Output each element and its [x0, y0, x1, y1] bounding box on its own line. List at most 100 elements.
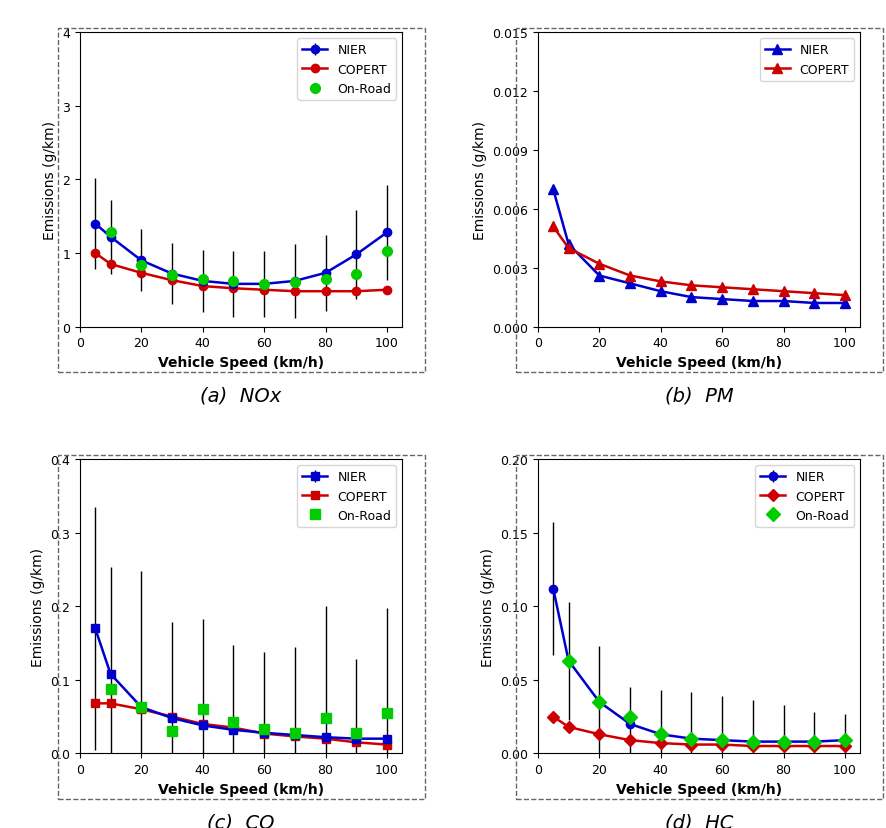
- COPERT: [89, 248, 100, 258]
- COPERT: [136, 705, 146, 715]
- On-Road: [594, 697, 604, 707]
- Y-axis label: Emissions (g/km): Emissions (g/km): [472, 121, 486, 239]
- On-Road: [351, 269, 361, 279]
- NIER: [808, 299, 819, 309]
- COPERT: [716, 283, 727, 293]
- X-axis label: Vehicle Speed (km/h): Vehicle Speed (km/h): [616, 782, 781, 796]
- COPERT: [320, 734, 330, 744]
- Legend: NIER, COPERT, On-Road: NIER, COPERT, On-Road: [754, 465, 853, 527]
- COPERT: [655, 277, 665, 287]
- NIER: [594, 272, 604, 282]
- COPERT: [686, 281, 696, 291]
- COPERT: [839, 741, 850, 751]
- On-Road: [320, 275, 330, 285]
- Line: COPERT: COPERT: [548, 713, 848, 750]
- On-Road: [381, 708, 392, 718]
- NIER: [655, 286, 665, 296]
- COPERT: [289, 732, 299, 742]
- On-Road: [228, 718, 238, 728]
- COPERT: [808, 289, 819, 299]
- Line: On-Road: On-Road: [563, 656, 849, 747]
- COPERT: [289, 286, 299, 296]
- Text: (c)  CO: (c) CO: [207, 812, 275, 828]
- COPERT: [167, 712, 177, 722]
- Text: (b)  PM: (b) PM: [664, 386, 733, 405]
- On-Road: [289, 728, 299, 738]
- On-Road: [351, 728, 361, 738]
- COPERT: [594, 259, 604, 269]
- COPERT: [381, 286, 392, 296]
- On-Road: [228, 277, 238, 286]
- X-axis label: Vehicle Speed (km/h): Vehicle Speed (km/h): [616, 355, 781, 369]
- On-Road: [167, 271, 177, 281]
- COPERT: [777, 741, 788, 751]
- On-Road: [259, 724, 269, 734]
- X-axis label: Vehicle Speed (km/h): Vehicle Speed (km/h): [158, 355, 323, 369]
- COPERT: [228, 723, 238, 733]
- COPERT: [351, 286, 361, 296]
- NIER: [563, 240, 573, 250]
- On-Road: [136, 702, 146, 712]
- On-Road: [716, 735, 727, 745]
- COPERT: [594, 729, 604, 739]
- COPERT: [105, 699, 116, 709]
- COPERT: [259, 286, 269, 296]
- Line: On-Road: On-Road: [105, 229, 392, 289]
- COPERT: [548, 222, 558, 232]
- COPERT: [198, 282, 208, 291]
- On-Road: [777, 737, 788, 747]
- NIER: [747, 296, 758, 306]
- Line: NIER: NIER: [548, 185, 849, 309]
- NIER: [716, 295, 727, 305]
- COPERT: [747, 285, 758, 295]
- On-Road: [105, 684, 116, 694]
- Text: (a)  NOx: (a) NOx: [200, 386, 282, 405]
- X-axis label: Vehicle Speed (km/h): Vehicle Speed (km/h): [158, 782, 323, 796]
- Line: COPERT: COPERT: [91, 700, 391, 749]
- On-Road: [198, 705, 208, 715]
- COPERT: [198, 719, 208, 729]
- COPERT: [777, 286, 788, 296]
- COPERT: [716, 739, 727, 749]
- Line: COPERT: COPERT: [91, 249, 391, 296]
- NIER: [839, 299, 850, 309]
- NIER: [777, 296, 788, 306]
- On-Road: [320, 713, 330, 723]
- COPERT: [136, 268, 146, 278]
- COPERT: [259, 729, 269, 739]
- COPERT: [624, 272, 634, 282]
- On-Road: [563, 656, 573, 666]
- NIER: [624, 279, 634, 289]
- On-Road: [259, 280, 269, 290]
- COPERT: [351, 738, 361, 748]
- Line: COPERT: COPERT: [548, 223, 849, 301]
- COPERT: [808, 741, 819, 751]
- On-Road: [381, 248, 392, 258]
- On-Road: [198, 274, 208, 284]
- Legend: NIER, COPERT: NIER, COPERT: [758, 40, 853, 82]
- Text: (d)  HC: (d) HC: [664, 812, 733, 828]
- On-Road: [167, 726, 177, 736]
- COPERT: [228, 284, 238, 294]
- On-Road: [136, 261, 146, 271]
- Y-axis label: Emissions (g/km): Emissions (g/km): [30, 547, 44, 666]
- On-Road: [747, 737, 758, 747]
- On-Road: [686, 734, 696, 744]
- NIER: [548, 185, 558, 195]
- COPERT: [320, 286, 330, 296]
- On-Road: [289, 278, 299, 288]
- COPERT: [839, 291, 850, 301]
- On-Road: [808, 737, 819, 747]
- COPERT: [655, 739, 665, 749]
- COPERT: [105, 260, 116, 270]
- COPERT: [167, 276, 177, 286]
- Line: On-Road: On-Road: [105, 684, 392, 738]
- On-Road: [655, 729, 665, 739]
- COPERT: [624, 735, 634, 745]
- Y-axis label: Emissions (g/km): Emissions (g/km): [480, 547, 494, 666]
- COPERT: [89, 699, 100, 709]
- COPERT: [747, 741, 758, 751]
- On-Road: [839, 735, 850, 745]
- Legend: NIER, COPERT, On-Road: NIER, COPERT, On-Road: [297, 40, 396, 101]
- COPERT: [563, 243, 573, 253]
